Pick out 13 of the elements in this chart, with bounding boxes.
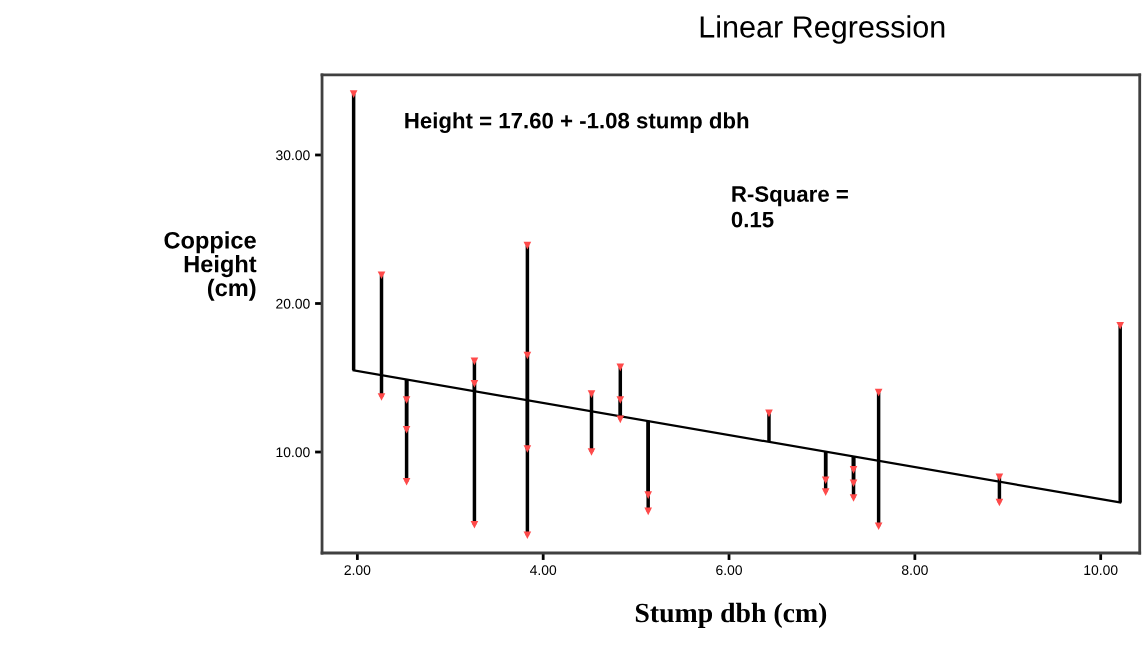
y-tick-label: 20.00 — [276, 298, 310, 309]
x-tick-label: 6.00 — [716, 565, 742, 576]
annotation: Height = 17.60 + -1.08 stump dbh — [405, 112, 749, 134]
x-tick-label: 8.00 — [901, 565, 928, 576]
x-tick-label: 10.00 — [1084, 565, 1118, 576]
chart-title: Linear Regression — [700, 15, 945, 44]
y-axis-title: Coppice Height (cm) — [164, 231, 257, 301]
annotation: R-Square = 0.15 — [731, 186, 848, 228]
x-tick-label: 2.00 — [344, 565, 371, 576]
y-tick-label: 30.00 — [276, 150, 310, 161]
x-axis-title: Stump dbh (cm) — [635, 602, 827, 628]
x-tick-label: 4.00 — [529, 565, 557, 576]
y-tick-label: 10.00 — [276, 447, 310, 458]
